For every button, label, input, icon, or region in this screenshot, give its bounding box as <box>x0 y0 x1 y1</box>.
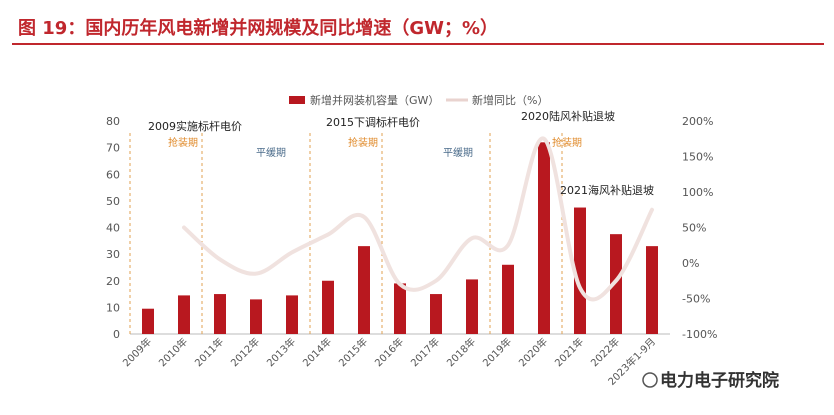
x-tick-label: 2009年 <box>120 335 154 369</box>
y-right-tick-label: 150% <box>682 151 713 164</box>
legend-line-label: 新增同比（%） <box>472 93 548 107</box>
series-line <box>182 136 654 302</box>
y-left-tick-label: 10 <box>106 301 120 314</box>
rush-period-label: 抢装期 <box>168 136 198 149</box>
x-tick-label: 2012年 <box>228 335 262 369</box>
y-left-tick-label: 70 <box>106 142 120 155</box>
bar <box>322 280 334 334</box>
legend-bar-label: 新增并网装机容量（GW） <box>310 93 439 107</box>
bar <box>610 234 622 334</box>
x-tick-label: 2015年 <box>336 335 370 369</box>
y-right-tick-label: 100% <box>682 186 713 199</box>
bar <box>286 295 298 334</box>
flat-period-label: 平缓期 <box>443 146 473 159</box>
bar <box>142 308 154 334</box>
bar <box>466 279 478 334</box>
x-tick-label: 2021年 <box>552 335 586 369</box>
x-tick-label: 2020年 <box>516 335 550 369</box>
bar <box>214 294 226 334</box>
y-left-tick-label: 80 <box>106 115 120 128</box>
x-tick-label: 2017年 <box>408 335 442 369</box>
x-tick-label: 2013年 <box>264 335 298 369</box>
flat-period-label: 平缓期 <box>256 146 286 159</box>
x-tick-label: 2022年 <box>588 335 622 369</box>
rush-period-label: 抢装期 <box>552 136 582 149</box>
chart-title: 图 19：国内历年风电新增并网规模及同比增速（GW；%） <box>18 18 498 39</box>
annotation-2009: 2009实施标杆电价 <box>148 119 242 133</box>
annotation-2015: 2015下调标杆电价 <box>326 115 420 129</box>
bar <box>574 207 586 334</box>
x-tick-label: 2018年 <box>444 335 478 369</box>
y-left-tick-label: 30 <box>106 248 120 261</box>
x-tick-label: 2011年 <box>192 335 226 369</box>
watermark-icon <box>642 372 658 388</box>
bar <box>394 283 406 334</box>
x-tick-label: 2014年 <box>300 335 334 369</box>
y-right-tick-label: 200% <box>682 115 713 128</box>
bar <box>646 246 658 334</box>
annotation-2020: 2020陆风补贴退坡 <box>521 109 615 123</box>
bar <box>250 299 262 334</box>
bar <box>358 246 370 334</box>
x-tick-label: 2016年 <box>372 335 406 369</box>
x-tick-label: 2019年 <box>480 335 514 369</box>
y-left-tick-label: 0 <box>113 328 120 341</box>
x-tick-label: 2010年 <box>156 335 190 369</box>
y-left-tick-label: 50 <box>106 195 120 208</box>
watermark-text: 电力电子研究院 <box>660 370 779 391</box>
y-right-tick-label: 50% <box>682 222 706 235</box>
annotation-2021: 2021海风补贴退坡 <box>560 183 654 197</box>
title-underline <box>12 43 824 45</box>
bar <box>178 295 190 334</box>
legend-bar-swatch <box>289 96 305 104</box>
bar <box>538 142 550 334</box>
rush-period-label: 抢装期 <box>348 136 378 149</box>
bar <box>502 264 514 334</box>
y-left-tick-label: 20 <box>106 275 120 288</box>
bar <box>430 294 442 334</box>
title-bar: 图 19：国内历年风电新增并网规模及同比增速（GW；%） <box>0 0 834 45</box>
y-right-tick-label: -50% <box>682 293 710 306</box>
y-right-tick-label: 0% <box>682 257 699 270</box>
y-left-tick-label: 40 <box>106 222 120 235</box>
y-left-tick-label: 60 <box>106 168 120 181</box>
y-right-tick-label: -100% <box>682 328 717 341</box>
